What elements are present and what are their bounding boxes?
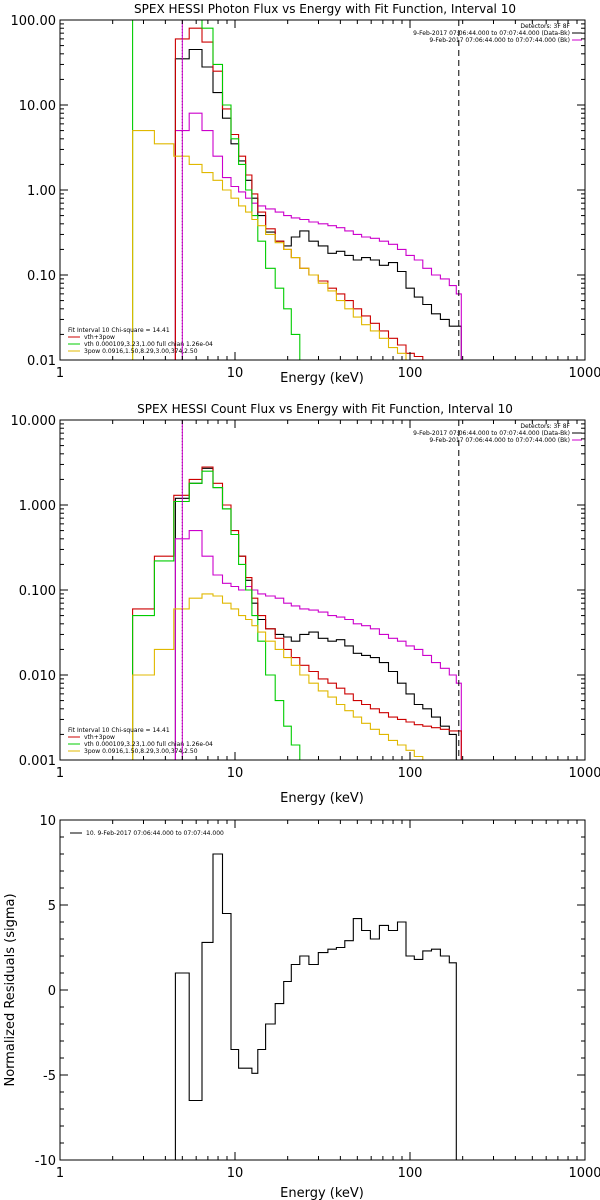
count-flux-chart: SPEX HESSI Count Flux vs Energy with Fit… xyxy=(11,402,600,806)
photon-flux-chart: SPEX HESSI Photon Flux vs Energy with Fi… xyxy=(11,2,600,386)
residuals-x-tick-label-2: 100 xyxy=(398,1166,423,1181)
residuals-x-axis-label: Energy (keV) xyxy=(280,1186,364,1200)
residuals-y-tick-label-2: 0 xyxy=(48,984,56,999)
residuals-y-axis-label: Normalized Residuals (sigma) xyxy=(3,893,18,1086)
residuals-y-tick-label-1: -5 xyxy=(43,1069,56,1084)
count-y-tick-label-0: 0.001 xyxy=(19,754,56,769)
count-x-tick-label-1: 10 xyxy=(227,766,244,781)
photon-x-tick-label-0: 1 xyxy=(56,366,64,381)
residuals-axis-ticks: 1 10 100 1000 -10 -5 0 5 10 xyxy=(35,814,600,1181)
count-y-tick-label-3: 1.000 xyxy=(19,499,56,514)
residuals-y-tick-label-3: 5 xyxy=(48,899,56,914)
photon-chart-title: SPEX HESSI Photon Flux vs Energy with Fi… xyxy=(134,2,516,16)
photon-info-bl-line-3: 3pow 0.0916,1.50,8.29,3.00,374,2.50 xyxy=(84,348,198,355)
count-series-0 xyxy=(174,467,462,761)
photon-info-bl-line-1: vth+3pow xyxy=(84,334,115,341)
count-info-tr-line-1: 9-Feb-2017 07:06:44.000 to 07:07:44.000 … xyxy=(413,430,570,437)
residuals-series-lines xyxy=(174,853,462,1161)
photon-series-0 xyxy=(174,48,462,360)
count-info-bl-line-1: vth+3pow xyxy=(84,734,115,741)
count-x-axis-label: Energy (keV) xyxy=(280,791,364,806)
count-series-3 xyxy=(132,470,329,761)
count-info-tr-line-0: Detectors: 3F 8F xyxy=(520,423,570,430)
photon-series-4 xyxy=(132,130,414,361)
photon-vertical-markers xyxy=(181,20,460,360)
residuals-chart: 1 10 100 1000 -10 -5 0 5 10 Energy (keV) Normali… xyxy=(3,814,600,1200)
count-info-bl-line-2: vth 0.000109,3.23,1.00 full chian 1.26e-… xyxy=(84,741,213,748)
residuals-x-tick-label-1: 10 xyxy=(227,1166,244,1181)
residuals-plot-frame xyxy=(59,819,586,1161)
photon-info-bottom-left: Fit Interval 10 Chi-square = 14.41vth+3p… xyxy=(68,327,213,355)
count-x-tick-label-0: 1 xyxy=(56,766,64,781)
count-info-tr-line-2: 9-Feb-2017 07:06:44.000 to 07:07:44.000 … xyxy=(429,437,570,444)
photon-info-bl-line-2: vth 0.000109,3.23,1.00 full chian 1.26e-… xyxy=(84,341,213,348)
count-chart-title: SPEX HESSI Count Flux vs Energy with Fit… xyxy=(137,402,513,416)
count-info-bl-line-3: 3pow 0.0916,1.50,8.29,3.00,374,2.50 xyxy=(84,748,198,755)
photon-x-tick-label-3: 1000 xyxy=(568,366,600,381)
photon-x-tick-label-2: 100 xyxy=(398,366,423,381)
photon-y-tick-label-3: 10.00 xyxy=(19,99,56,114)
photon-x-tick-label-1: 10 xyxy=(227,366,244,381)
photon-series-2 xyxy=(174,27,462,361)
count-info-top-right: Detectors: 3F 8F9-Feb-2017 07:06:44.000 … xyxy=(413,423,582,444)
photon-info-tr-line-2: 9-Feb-2017 07:06:44.000 to 07:07:44.000 … xyxy=(429,37,570,44)
count-x-tick-label-3: 1000 xyxy=(568,766,600,781)
count-y-tick-label-4: 10.000 xyxy=(11,414,57,429)
photon-y-tick-label-4: 100.00 xyxy=(11,14,57,29)
count-series-4 xyxy=(132,593,432,761)
photon-info-tr-line-1: 9-Feb-2017 07:06:44.000 to 07:07:44.000 … xyxy=(413,30,570,37)
count-x-tick-label-2: 100 xyxy=(398,766,423,781)
count-info-bottom-left: Fit Interval 10 Chi-square = 14.41vth+3p… xyxy=(68,727,213,755)
count-info-bl-line-0: Fit Interval 10 Chi-square = 14.41 xyxy=(68,727,170,734)
count-series-2 xyxy=(132,466,462,760)
count-y-tick-label-1: 0.010 xyxy=(19,669,56,684)
photon-y-tick-label-0: 0.01 xyxy=(27,354,56,369)
residuals-x-tick-label-0: 1 xyxy=(56,1166,64,1181)
photon-series-1 xyxy=(174,112,462,360)
photon-axis-ticks: 1 10 100 1000 0.01 0.10 1.00 10.00 100.00 xyxy=(11,14,600,381)
residuals-y-tick-label-0: -10 xyxy=(35,1154,56,1169)
photon-x-axis-label: Energy (keV) xyxy=(280,371,364,386)
photon-info-tr-line-0: Detectors: 3F 8F xyxy=(520,23,570,30)
photon-y-tick-label-2: 1.00 xyxy=(27,184,56,199)
residuals-y-tick-label-4: 10 xyxy=(39,814,56,829)
photon-y-tick-label-1: 0.10 xyxy=(27,269,56,284)
count-axis-ticks: 1 10 100 1000 0.001 0.010 0.100 1.000 10.000 xyxy=(11,414,600,781)
photon-info-bl-line-0: Fit Interval 10 Chi-square = 14.41 xyxy=(68,327,170,334)
photon-info-top-right: Detectors: 3F 8F9-Feb-2017 07:06:44.000 … xyxy=(413,23,582,44)
residuals-legend-label: 10. 9-Feb-2017 07:06:44.000 to 07:07:44.… xyxy=(86,830,224,837)
photon-series-lines xyxy=(132,19,462,361)
count-plot-frame xyxy=(59,419,586,761)
photon-plot-frame xyxy=(59,19,586,361)
photon-series-3 xyxy=(132,19,329,361)
residuals-series-0 xyxy=(174,853,462,1161)
count-series-1 xyxy=(174,530,462,760)
count-y-tick-label-2: 0.100 xyxy=(19,584,56,599)
count-vertical-markers xyxy=(181,420,460,760)
residuals-x-tick-label-3: 1000 xyxy=(568,1166,600,1181)
count-series-lines xyxy=(132,466,462,761)
